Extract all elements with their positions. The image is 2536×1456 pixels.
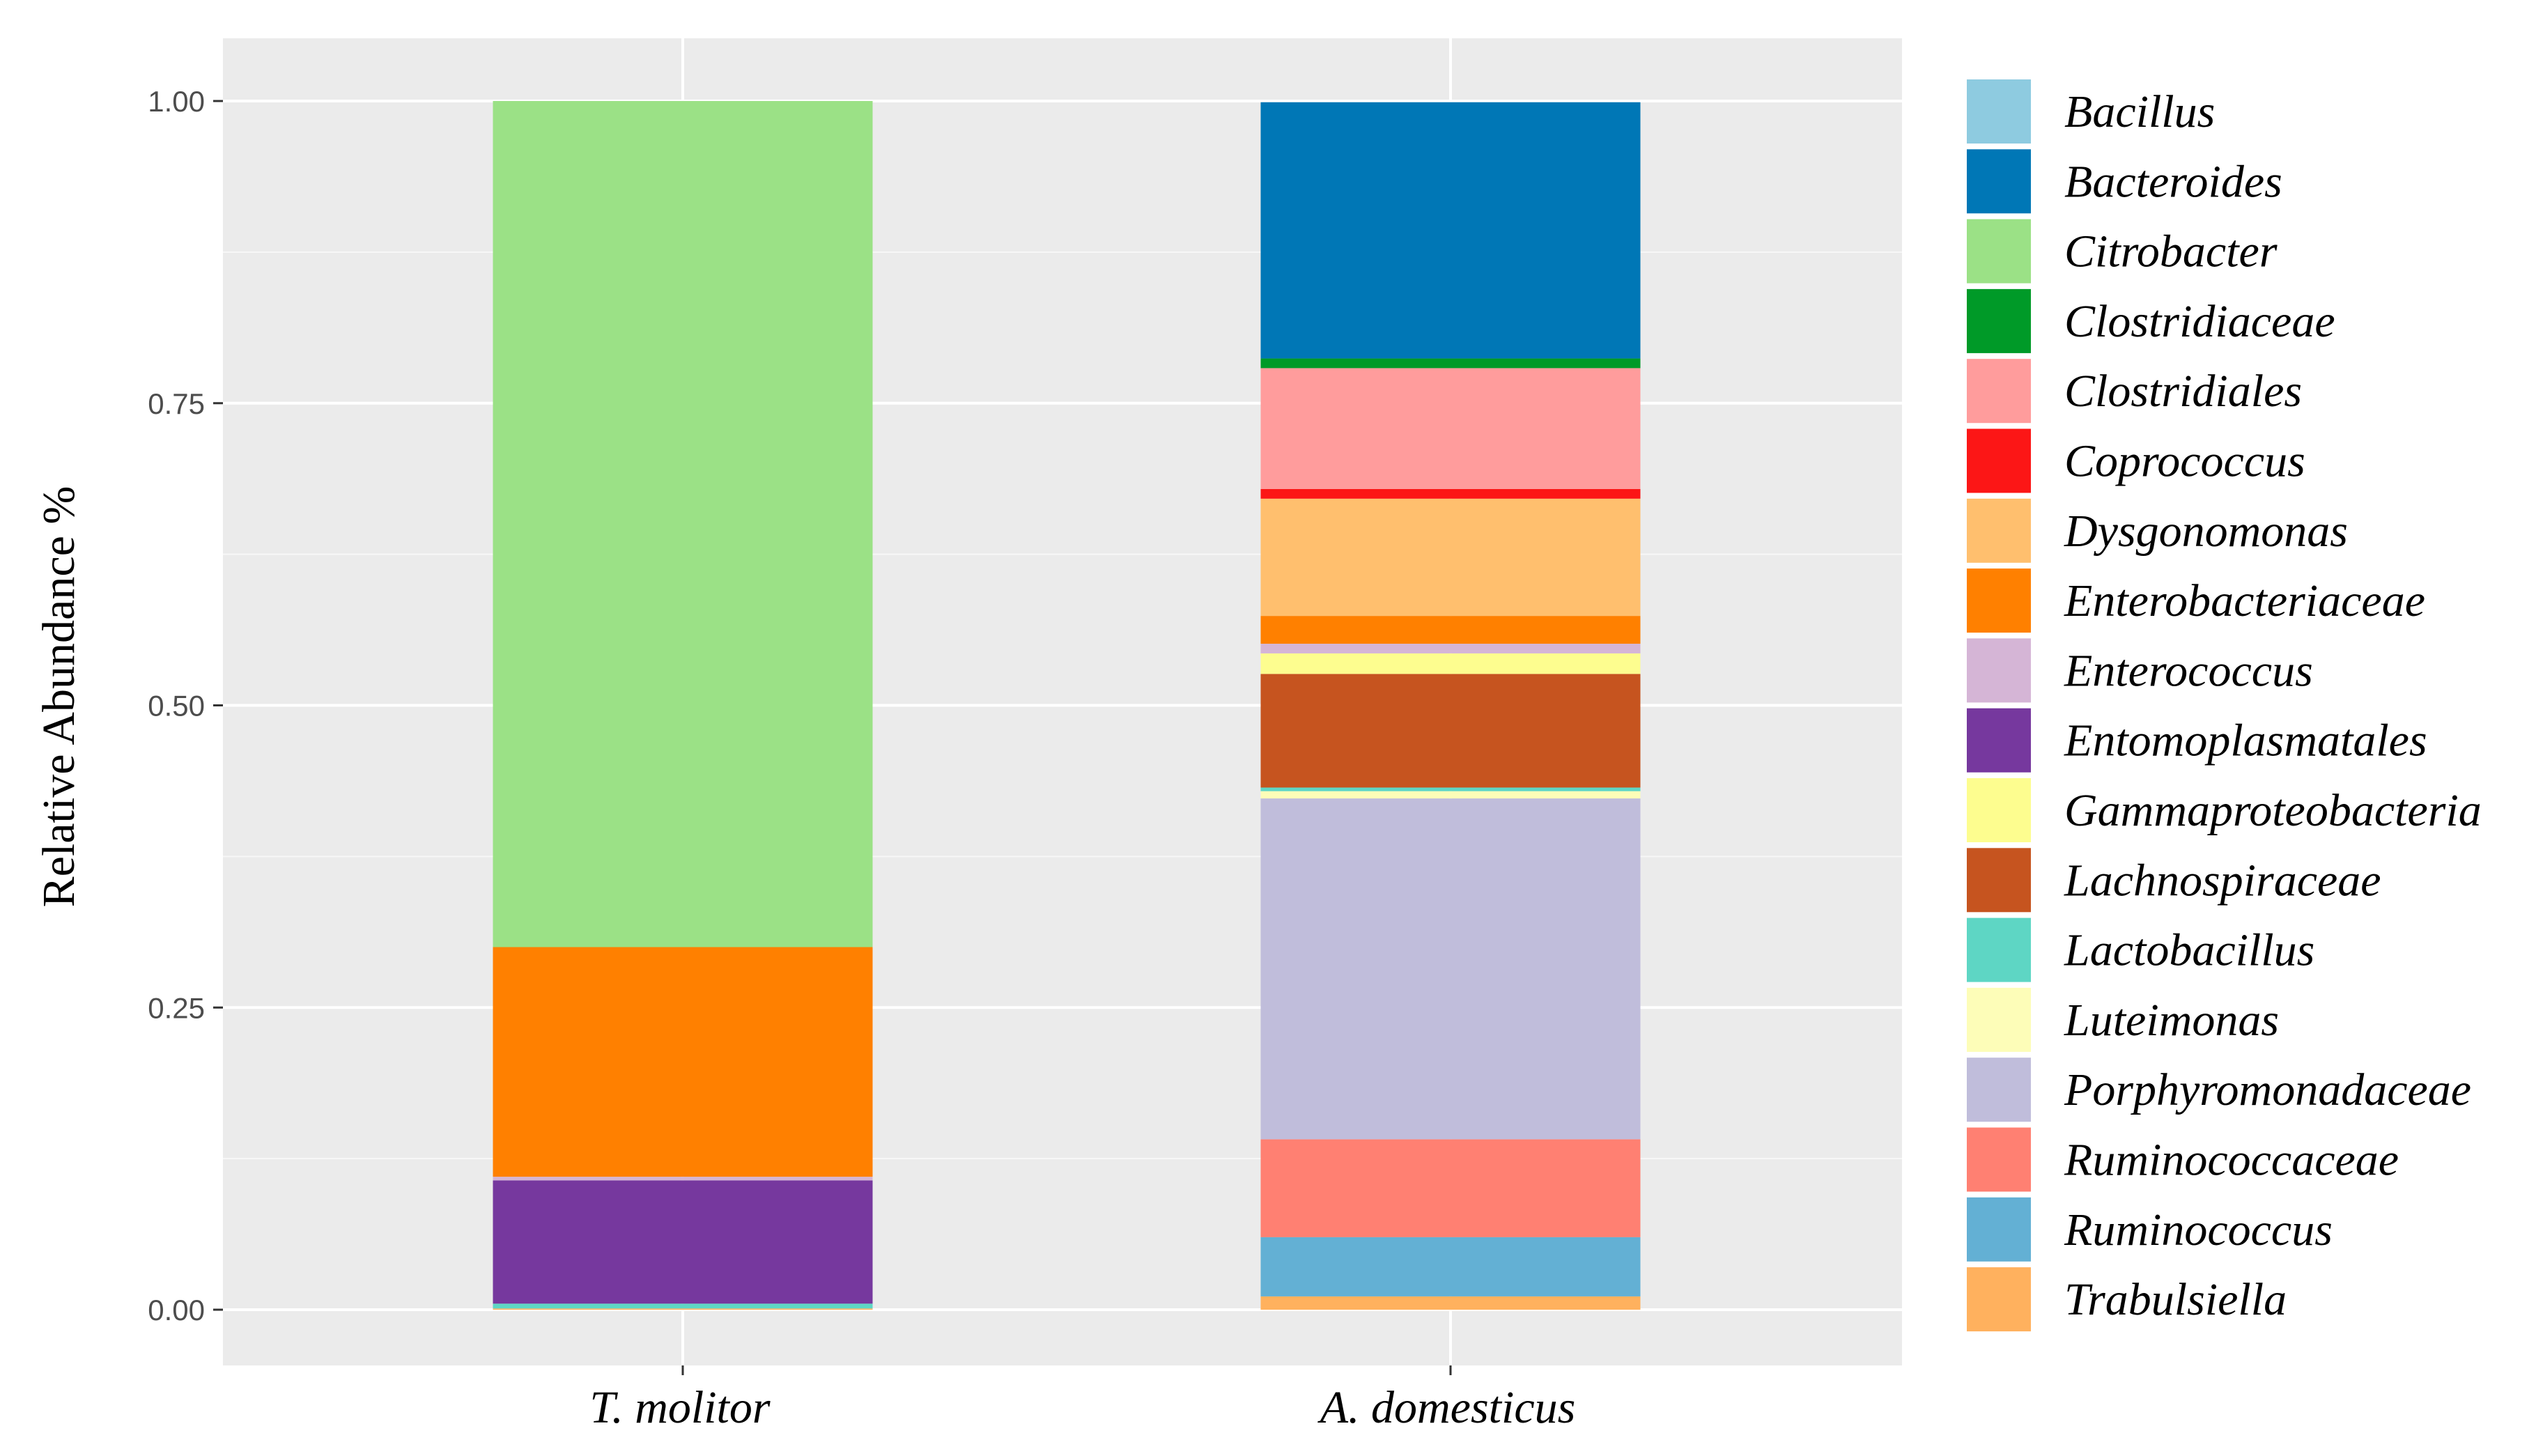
bar-segment-citrobacter bbox=[493, 101, 873, 947]
legend-label: Gammaproteobacteria bbox=[2064, 785, 2482, 836]
legend-label: Clostridiaceae bbox=[2064, 296, 2335, 347]
legend-label: Bacillus bbox=[2064, 86, 2215, 137]
legend-label: Lachnospiraceae bbox=[2064, 855, 2381, 906]
legend-key bbox=[1967, 428, 2031, 493]
bars bbox=[493, 101, 1641, 1310]
bar-segment-enterococcus bbox=[493, 1177, 873, 1181]
legend: Bacillus Bacteroides Citrobacter Clostridia… bbox=[1967, 79, 2482, 1332]
legend-key bbox=[1967, 1197, 2031, 1262]
bar-segment-ruminococcaceae bbox=[1260, 1139, 1641, 1237]
bar-segment-enterobacteriaceae bbox=[493, 947, 873, 1177]
y-tick-label: 0.75 bbox=[148, 387, 205, 420]
plot-panel bbox=[223, 38, 1902, 1365]
bar-segment-lactobacillus bbox=[493, 1303, 873, 1309]
bar-segment-trabulsiella bbox=[493, 1308, 873, 1310]
legend-label: Entomoplasmatales bbox=[2064, 715, 2427, 766]
bar-segment-enterococcus bbox=[1260, 644, 1641, 653]
legend-label: Enterobacteriaceae bbox=[2064, 575, 2425, 626]
bar-segment-lactobacillus bbox=[1260, 787, 1641, 791]
bar-segment-porphyromonadaceae bbox=[1260, 798, 1641, 1140]
legend-label: Ruminococcus bbox=[2064, 1205, 2333, 1255]
legend-key bbox=[1967, 1058, 2031, 1122]
bar-segment-enterobacteriaceae bbox=[1260, 616, 1641, 644]
legend-label: Citrobacter bbox=[2064, 226, 2278, 277]
legend-key bbox=[1967, 917, 2031, 982]
legend-key bbox=[1967, 1267, 2031, 1332]
legend-key bbox=[1967, 638, 2031, 703]
legend-key bbox=[1967, 219, 2031, 284]
y-tick-label: 0.00 bbox=[148, 1294, 205, 1326]
legend-key bbox=[1967, 288, 2031, 353]
bar-segment-clostridiales bbox=[1260, 368, 1641, 489]
bar-segment-clostridiaceae bbox=[1260, 358, 1641, 369]
legend-label: Porphyromonadaceae bbox=[2064, 1064, 2471, 1115]
bar-segment-lachnospiraceae bbox=[1260, 674, 1641, 788]
legend-label: Luteimonas bbox=[2064, 995, 2279, 1046]
axes: 0.00 0.25 0.50 0.75 1.00 T. molitor A. domesti… bbox=[148, 85, 1575, 1433]
bar-segment-ruminococcus bbox=[1260, 1237, 1641, 1296]
legend-label: Lactobacillus bbox=[2064, 925, 2314, 976]
legend-key bbox=[1967, 149, 2031, 214]
legend-key bbox=[1967, 987, 2031, 1052]
bar-segment-gammaproteobacteria bbox=[1260, 653, 1641, 674]
bar-segment-luteimonas bbox=[1260, 791, 1641, 799]
y-tick-label: 0.50 bbox=[148, 690, 205, 722]
legend-key bbox=[1967, 1127, 2031, 1192]
bar-segment-dysgonomonas bbox=[1260, 498, 1641, 617]
legend-key bbox=[1967, 79, 2031, 144]
legend-label: Coprococcus bbox=[2064, 436, 2305, 487]
legend-label: Bacteroides bbox=[2064, 156, 2282, 207]
legend-label: Clostridiales bbox=[2064, 366, 2302, 417]
x-tick-label: T. molitor bbox=[589, 1382, 770, 1433]
legend-key bbox=[1967, 498, 2031, 563]
legend-label: Enterococcus bbox=[2064, 645, 2313, 696]
bar-segment-entomoplasmatales bbox=[493, 1180, 873, 1304]
y-tick-label: 0.25 bbox=[148, 991, 205, 1024]
bar-segment-bacteroides bbox=[1260, 102, 1641, 359]
legend-label: Ruminococcaceae bbox=[2064, 1135, 2399, 1186]
legend-key bbox=[1967, 359, 2031, 424]
legend-label: Trabulsiella bbox=[2064, 1274, 2287, 1325]
legend-key bbox=[1967, 708, 2031, 773]
legend-key bbox=[1967, 848, 2031, 913]
legend-label: Dysgonomonas bbox=[2064, 506, 2348, 557]
bar-segment-trabulsiella bbox=[1260, 1296, 1641, 1310]
bar-segment-coprococcus bbox=[1260, 488, 1641, 499]
y-axis-title: Relative Abundance % bbox=[33, 486, 84, 908]
y-tick-label: 1.00 bbox=[148, 85, 205, 118]
legend-key bbox=[1967, 568, 2031, 633]
x-tick-label: A. domesticus bbox=[1317, 1382, 1576, 1433]
legend-key bbox=[1967, 778, 2031, 842]
